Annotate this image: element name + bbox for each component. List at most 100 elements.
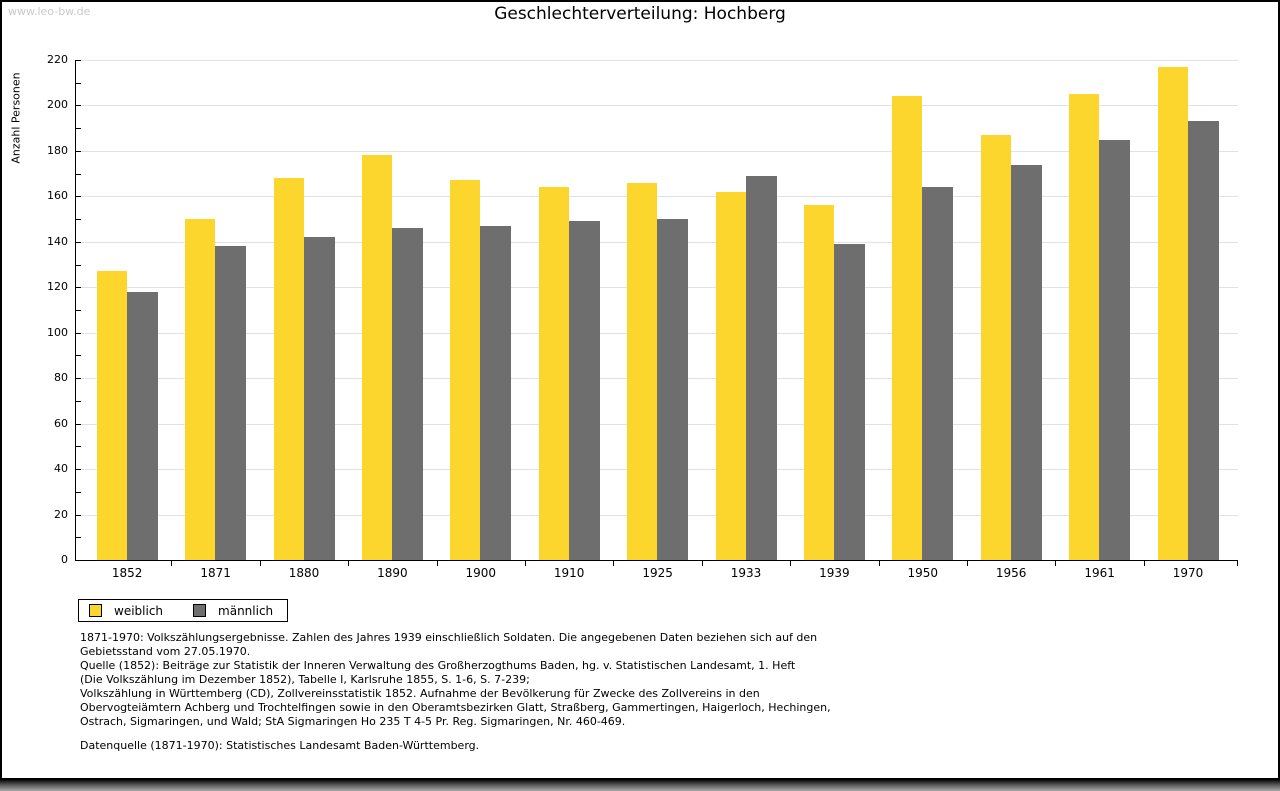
y-axis-tick (76, 82, 81, 84)
x-axis-tick (701, 560, 703, 566)
bar-weiblich-1933 (715, 191, 746, 560)
x-axis-tick (436, 560, 438, 566)
x-tick-label-1852: 1852 (111, 566, 143, 580)
y-tick-label: 160 (47, 189, 68, 203)
x-tick-label-1900: 1900 (465, 566, 497, 580)
bar-maennlich-1956 (1010, 164, 1042, 560)
y-tick-label: 220 (47, 53, 68, 66)
y-tick-label: 0 (61, 553, 68, 566)
bar-maennlich-1900 (480, 225, 512, 560)
x-tick-label-1970: 1970 (1172, 566, 1204, 580)
y-tick-label: 140 (47, 234, 68, 248)
y-tick-label: 60 (54, 416, 68, 430)
y-axis-tick (76, 219, 81, 221)
bar-maennlich-1880 (303, 237, 335, 560)
x-tick-label-1871: 1871 (200, 566, 231, 580)
bar-weiblich-1890 (361, 155, 392, 560)
bar-weiblich-1910 (538, 187, 569, 560)
x-tick-label-1925: 1925 (642, 566, 673, 580)
bar-weiblich-1871 (185, 219, 216, 560)
x-axis-tick (1143, 560, 1145, 566)
bar-weiblich-1925 (627, 182, 658, 560)
datasource-note: Datenquelle (1871-1970): Statistisches L… (80, 739, 480, 752)
y-axis-tick (76, 469, 81, 471)
y-axis-tick (76, 150, 81, 152)
y-axis-tick (76, 446, 81, 448)
y-axis-tick (76, 332, 81, 334)
y-gridline (76, 105, 1238, 107)
x-tick-label-1961: 1961 (1084, 566, 1115, 580)
bar-maennlich-1890 (391, 228, 423, 560)
y-axis-tick (76, 537, 81, 539)
y-tick-label: 20 (54, 507, 68, 521)
x-tick-label-1950: 1950 (907, 566, 939, 580)
y-axis-tick (76, 128, 81, 130)
x-tick-label-1939: 1939 (819, 566, 850, 580)
y-gridline (76, 150, 1238, 152)
y-tick-label: 40 (54, 462, 68, 476)
maennlich-swatch (193, 604, 207, 617)
bar-weiblich-1961 (1069, 94, 1100, 560)
y-axis-tick (76, 355, 81, 357)
y-axis-tick (76, 196, 81, 198)
bar-maennlich-1950 (922, 187, 954, 560)
x-axis-tick (348, 560, 350, 566)
bar-weiblich-1852 (96, 271, 127, 560)
y-tick-label: 180 (47, 143, 68, 157)
y-axis-tick (76, 105, 81, 107)
y-axis-tick (76, 264, 81, 266)
legend-box: weiblich männlich (78, 599, 289, 622)
legend-label-weiblich: weiblich (114, 603, 164, 618)
watermark: www.leo-bw.de (8, 5, 91, 18)
window-bottom-edge (0, 780, 1280, 791)
x-tick-label-1956: 1956 (995, 566, 1027, 580)
weiblich-swatch (89, 604, 102, 617)
bar-maennlich-1871 (215, 246, 247, 560)
x-axis-tick (1055, 560, 1057, 566)
legend-item-weiblich: weiblich (89, 604, 163, 618)
x-axis-tick (259, 560, 261, 566)
x-axis-tick (171, 560, 173, 566)
y-axis-tick (76, 241, 81, 243)
y-gridline (76, 60, 1238, 61)
y-tick-label: 120 (47, 280, 68, 294)
x-axis-tick (1237, 560, 1238, 566)
bar-maennlich-1933 (745, 175, 777, 560)
x-tick-label-1933: 1933 (730, 566, 762, 580)
y-axis-tick (76, 173, 81, 175)
x-axis-tick (613, 560, 615, 566)
bar-weiblich-1956 (980, 135, 1011, 560)
chart-title: Geschlechterverteilung: Hochberg (494, 4, 786, 24)
x-axis-tick (878, 560, 880, 566)
y-axis-tick (76, 423, 81, 425)
y-axis-tick (76, 287, 81, 289)
legend-label-maennlich: männlich (218, 603, 274, 618)
source-notes: 1871-1970: Volkszählungsergebnisse. Zahl… (80, 631, 831, 728)
bar-maennlich-1910 (568, 221, 600, 560)
y-axis-tick (76, 378, 81, 380)
bar-weiblich-1970 (1157, 66, 1188, 560)
y-tick-label: 100 (47, 325, 68, 339)
bar-maennlich-1970 (1187, 121, 1219, 560)
bar-weiblich-1880 (273, 178, 304, 560)
bar-maennlich-1939 (833, 244, 865, 560)
legend-item-maennlich: männlich (193, 604, 273, 618)
x-axis-tick (525, 560, 526, 566)
bar-maennlich-1961 (1099, 139, 1131, 560)
y-tick-label: 80 (54, 371, 68, 385)
y-axis-tick (76, 400, 81, 402)
x-tick-label-1910: 1910 (553, 566, 585, 580)
y-axis-tick (76, 310, 81, 311)
bar-maennlich-1852 (126, 291, 158, 560)
x-axis-tick (790, 560, 792, 566)
bar-weiblich-1939 (803, 205, 834, 560)
y-axis-tick (76, 60, 81, 61)
x-axis-tick (967, 560, 968, 566)
bar-maennlich-1925 (657, 219, 689, 560)
x-tick-label-1890: 1890 (377, 566, 408, 580)
x-tick-label-1880: 1880 (288, 566, 320, 580)
y-axis-tick (76, 491, 81, 493)
y-axis-label: Anzahl Personen (9, 72, 23, 164)
bar-weiblich-1900 (450, 180, 481, 560)
